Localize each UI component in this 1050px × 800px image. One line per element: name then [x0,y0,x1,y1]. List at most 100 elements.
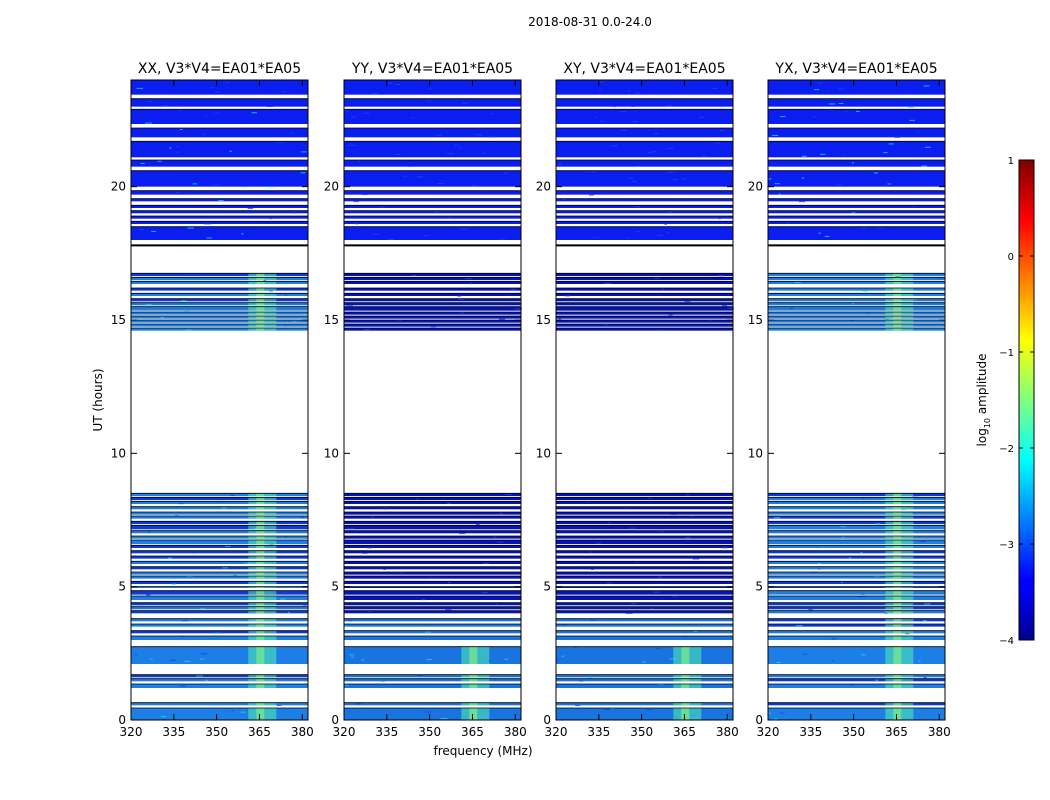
speckle [387,82,393,84]
data-segment [556,596,733,600]
rfi-band-core [256,506,265,510]
speckle [454,144,459,146]
speckle [503,172,507,174]
rfi-band-core [893,586,902,588]
rfi-band-core [256,497,265,500]
speckle [284,536,287,538]
rfi-band-core [469,684,478,688]
data-segment [556,501,733,504]
speckle [344,109,349,111]
panel-title: XX, V3*V4=EA01*EA05 [138,61,301,77]
waterfall-data [344,79,522,721]
rfi-band-core [256,493,265,496]
panel-frame [767,79,946,721]
speckle [460,228,468,230]
data-segment [556,530,733,534]
speckle [202,134,205,136]
speckle [351,656,354,658]
data-segment [344,678,521,682]
speckle [801,177,805,179]
rfi-band-core [893,277,902,280]
speckle [180,128,183,130]
rfi-band-core [256,277,265,280]
speckle [575,705,581,707]
colorbar-label: log10 amplitude [975,354,992,447]
rfi-band-core [256,316,265,319]
speckle [476,185,483,187]
speckle [247,207,254,209]
x-tick-label: 320 [120,725,143,739]
rfi-band-core [893,288,902,291]
speckle [462,102,467,104]
rfi-band-core [256,581,265,584]
rfi-band-core [469,646,478,664]
data-segment [131,288,308,291]
speckle [627,90,631,92]
speckle [243,186,246,188]
data-segment [556,328,733,331]
speckle [381,681,385,683]
data-segment [768,674,945,678]
waterfall-data [768,79,945,721]
data-segment [556,606,733,610]
speckle [204,223,212,225]
data-segment [556,316,733,319]
speckle [802,653,808,655]
y-tick-label: 0 [331,713,339,727]
x-tick-label: 335 [587,725,610,739]
speckle [421,599,426,601]
speckle [437,183,445,185]
speckle [664,223,667,225]
speckle [186,576,193,578]
speckle [648,152,653,154]
data-segment [556,550,733,554]
speckle [457,295,462,297]
speckle [667,212,673,214]
speckle [446,153,454,155]
speckle [587,676,593,678]
data-segment [768,273,945,276]
data-segment [556,128,733,138]
speckle [579,680,584,682]
data-segment [344,618,521,622]
speckle [192,552,196,554]
speckle [839,102,844,104]
rfi-band-core [893,581,902,584]
panel-frame [130,79,309,721]
data-segment [344,630,521,634]
speckle [344,625,348,627]
data-segment [768,298,945,302]
speckle [345,684,349,686]
y-tick-label: 5 [118,580,126,594]
rfi-band-core [893,316,902,319]
data-segment [344,581,521,584]
data-segment [556,674,733,678]
panels: XX, V3*V4=EA01*EA05 320 335 350 365 380 0 5 10 15… [111,61,951,739]
data-segment [768,545,945,548]
speckle [293,321,296,323]
data-segment [131,581,308,584]
speckle [185,329,192,331]
speckle [826,90,829,92]
rfi-band-core [256,550,265,554]
speckle [476,523,480,525]
data-segment [131,221,308,224]
data-segment [768,581,945,584]
x-tick-label: 380 [504,725,527,739]
data-segment [131,216,308,219]
panel-title: XY, V3*V4=EA01*EA05 [563,61,725,77]
data-segment [768,590,945,595]
x-tick-label: 350 [418,725,441,739]
data-segment [344,288,521,291]
y-tick-label: 0 [755,713,763,727]
speckle [920,540,926,542]
speckle [794,281,802,283]
rfi-band-core [893,545,902,548]
speckle [773,517,781,519]
speckle [302,313,307,315]
data-segment [556,273,733,276]
speckle [801,155,807,157]
rfi-band-core [256,516,265,519]
speckle [498,318,506,320]
speckle [934,217,938,219]
